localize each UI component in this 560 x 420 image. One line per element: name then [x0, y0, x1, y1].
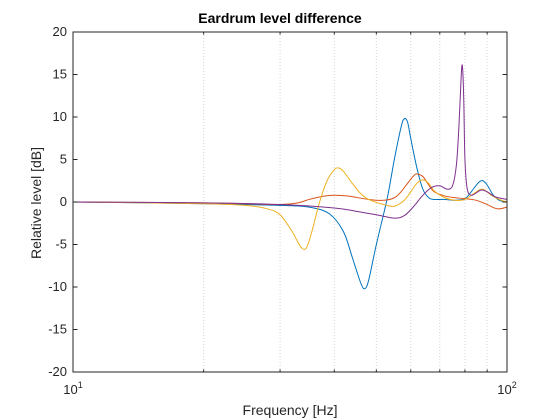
series-group	[72, 64, 508, 290]
y-tick-label: -10	[48, 279, 67, 294]
y-tick-label: -5	[55, 237, 67, 252]
series-line-4	[72, 64, 508, 219]
y-tick-label: 20	[53, 24, 67, 39]
y-tick-label: 0	[60, 194, 67, 209]
chart-title: Eardrum level difference	[198, 10, 362, 26]
x-axis-label: Frequency [Hz]	[242, 402, 338, 418]
x-tick-label: 102	[497, 380, 516, 397]
x-tick-label: 101	[63, 380, 82, 397]
series-line-1	[72, 117, 508, 290]
y-tick-label: -15	[48, 322, 67, 337]
y-tick-label: -20	[48, 364, 67, 379]
y-tick-label: 10	[53, 109, 67, 124]
series-line-2	[72, 173, 508, 210]
tick-group: -20 -15 -10 -5 0 5 10 15 20 101 102	[48, 24, 517, 397]
series-line-3	[72, 167, 508, 250]
y-tick-label: 5	[60, 152, 67, 167]
y-axis-label: Relative level [dB]	[28, 146, 44, 260]
y-tick-label: 15	[53, 67, 67, 82]
